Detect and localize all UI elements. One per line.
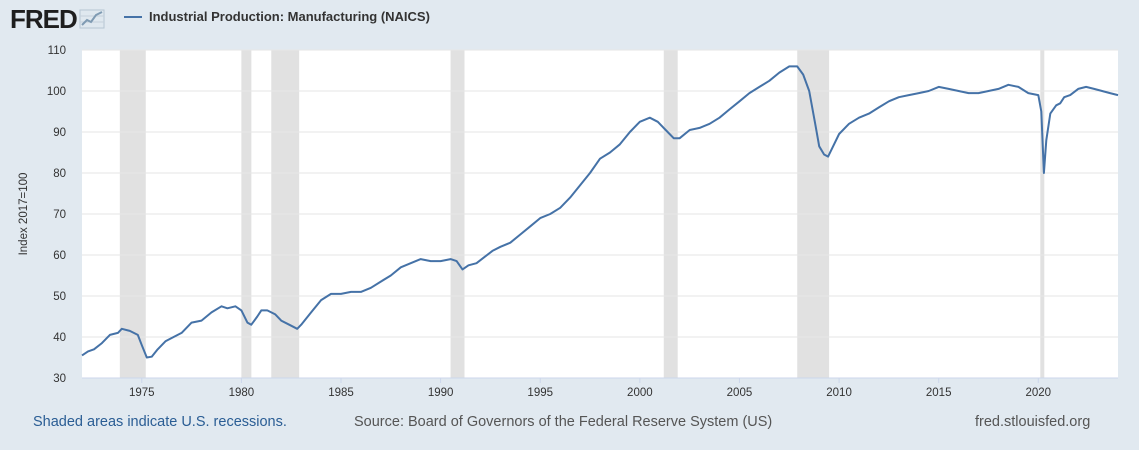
- x-axis-ticks: 1975 1980 1985 1990 1995 2000 2005 2010 2015 2020: [82, 377, 1118, 399]
- series-layer: [81, 65, 1119, 359]
- chart-footer: Shaded areas indicate U.S. recessions. S…: [0, 410, 1139, 440]
- legend-line-swatch: [124, 15, 142, 18]
- y-axis-title: Index 2017=100: [18, 173, 30, 256]
- y-tick-label: 40: [53, 332, 66, 344]
- y-tick-label: 80: [53, 168, 66, 180]
- x-tick-label: 2000: [627, 387, 653, 399]
- x-tick-label: 2020: [1026, 387, 1052, 399]
- x-tick-label: 2015: [926, 387, 952, 399]
- series-line: [81, 65, 1119, 359]
- fred-logo-graph-icon: [78, 9, 105, 29]
- chart-header: FRED Industrial Production: Manufacturin…: [0, 0, 1139, 40]
- legend-series-label: Industrial Production: Manufacturing (NA…: [149, 9, 430, 24]
- y-tick-label: 60: [53, 250, 66, 262]
- y-tick-label: 50: [53, 291, 66, 303]
- y-tick-label: 90: [53, 127, 66, 139]
- source-text: Source: Board of Governors of the Federa…: [354, 414, 773, 430]
- x-tick-label: 1990: [428, 387, 454, 399]
- chart-plot: 30 40 50 60 70 80 90 100 110 1975 1980 1985 1990 199…: [18, 45, 1119, 399]
- recession-note-link[interactable]: Shaded areas indicate U.S. recessions.: [33, 414, 287, 430]
- y-tick-label: 110: [48, 45, 66, 57]
- y-tick-label: 30: [53, 373, 66, 385]
- fred-logo-text: FRED: [10, 3, 78, 34]
- y-tick-label: 70: [53, 209, 66, 221]
- x-tick-label: 2010: [826, 387, 852, 399]
- x-tick-label: 1980: [229, 387, 255, 399]
- x-tick-label: 1985: [328, 387, 354, 399]
- x-tick-label: 1975: [129, 387, 155, 399]
- y-tick-label: 100: [47, 86, 66, 98]
- fred-logo[interactable]: FRED: [10, 4, 105, 34]
- x-tick-label: 2005: [727, 387, 753, 399]
- x-tick-label: 1995: [527, 387, 553, 399]
- y-axis-ticks: 30 40 50 60 70 80 90 100 110: [47, 45, 66, 385]
- fred-site-link[interactable]: fred.stlouisfed.org: [975, 414, 1091, 430]
- chart-legend[interactable]: Industrial Production: Manufacturing (NA…: [124, 9, 430, 24]
